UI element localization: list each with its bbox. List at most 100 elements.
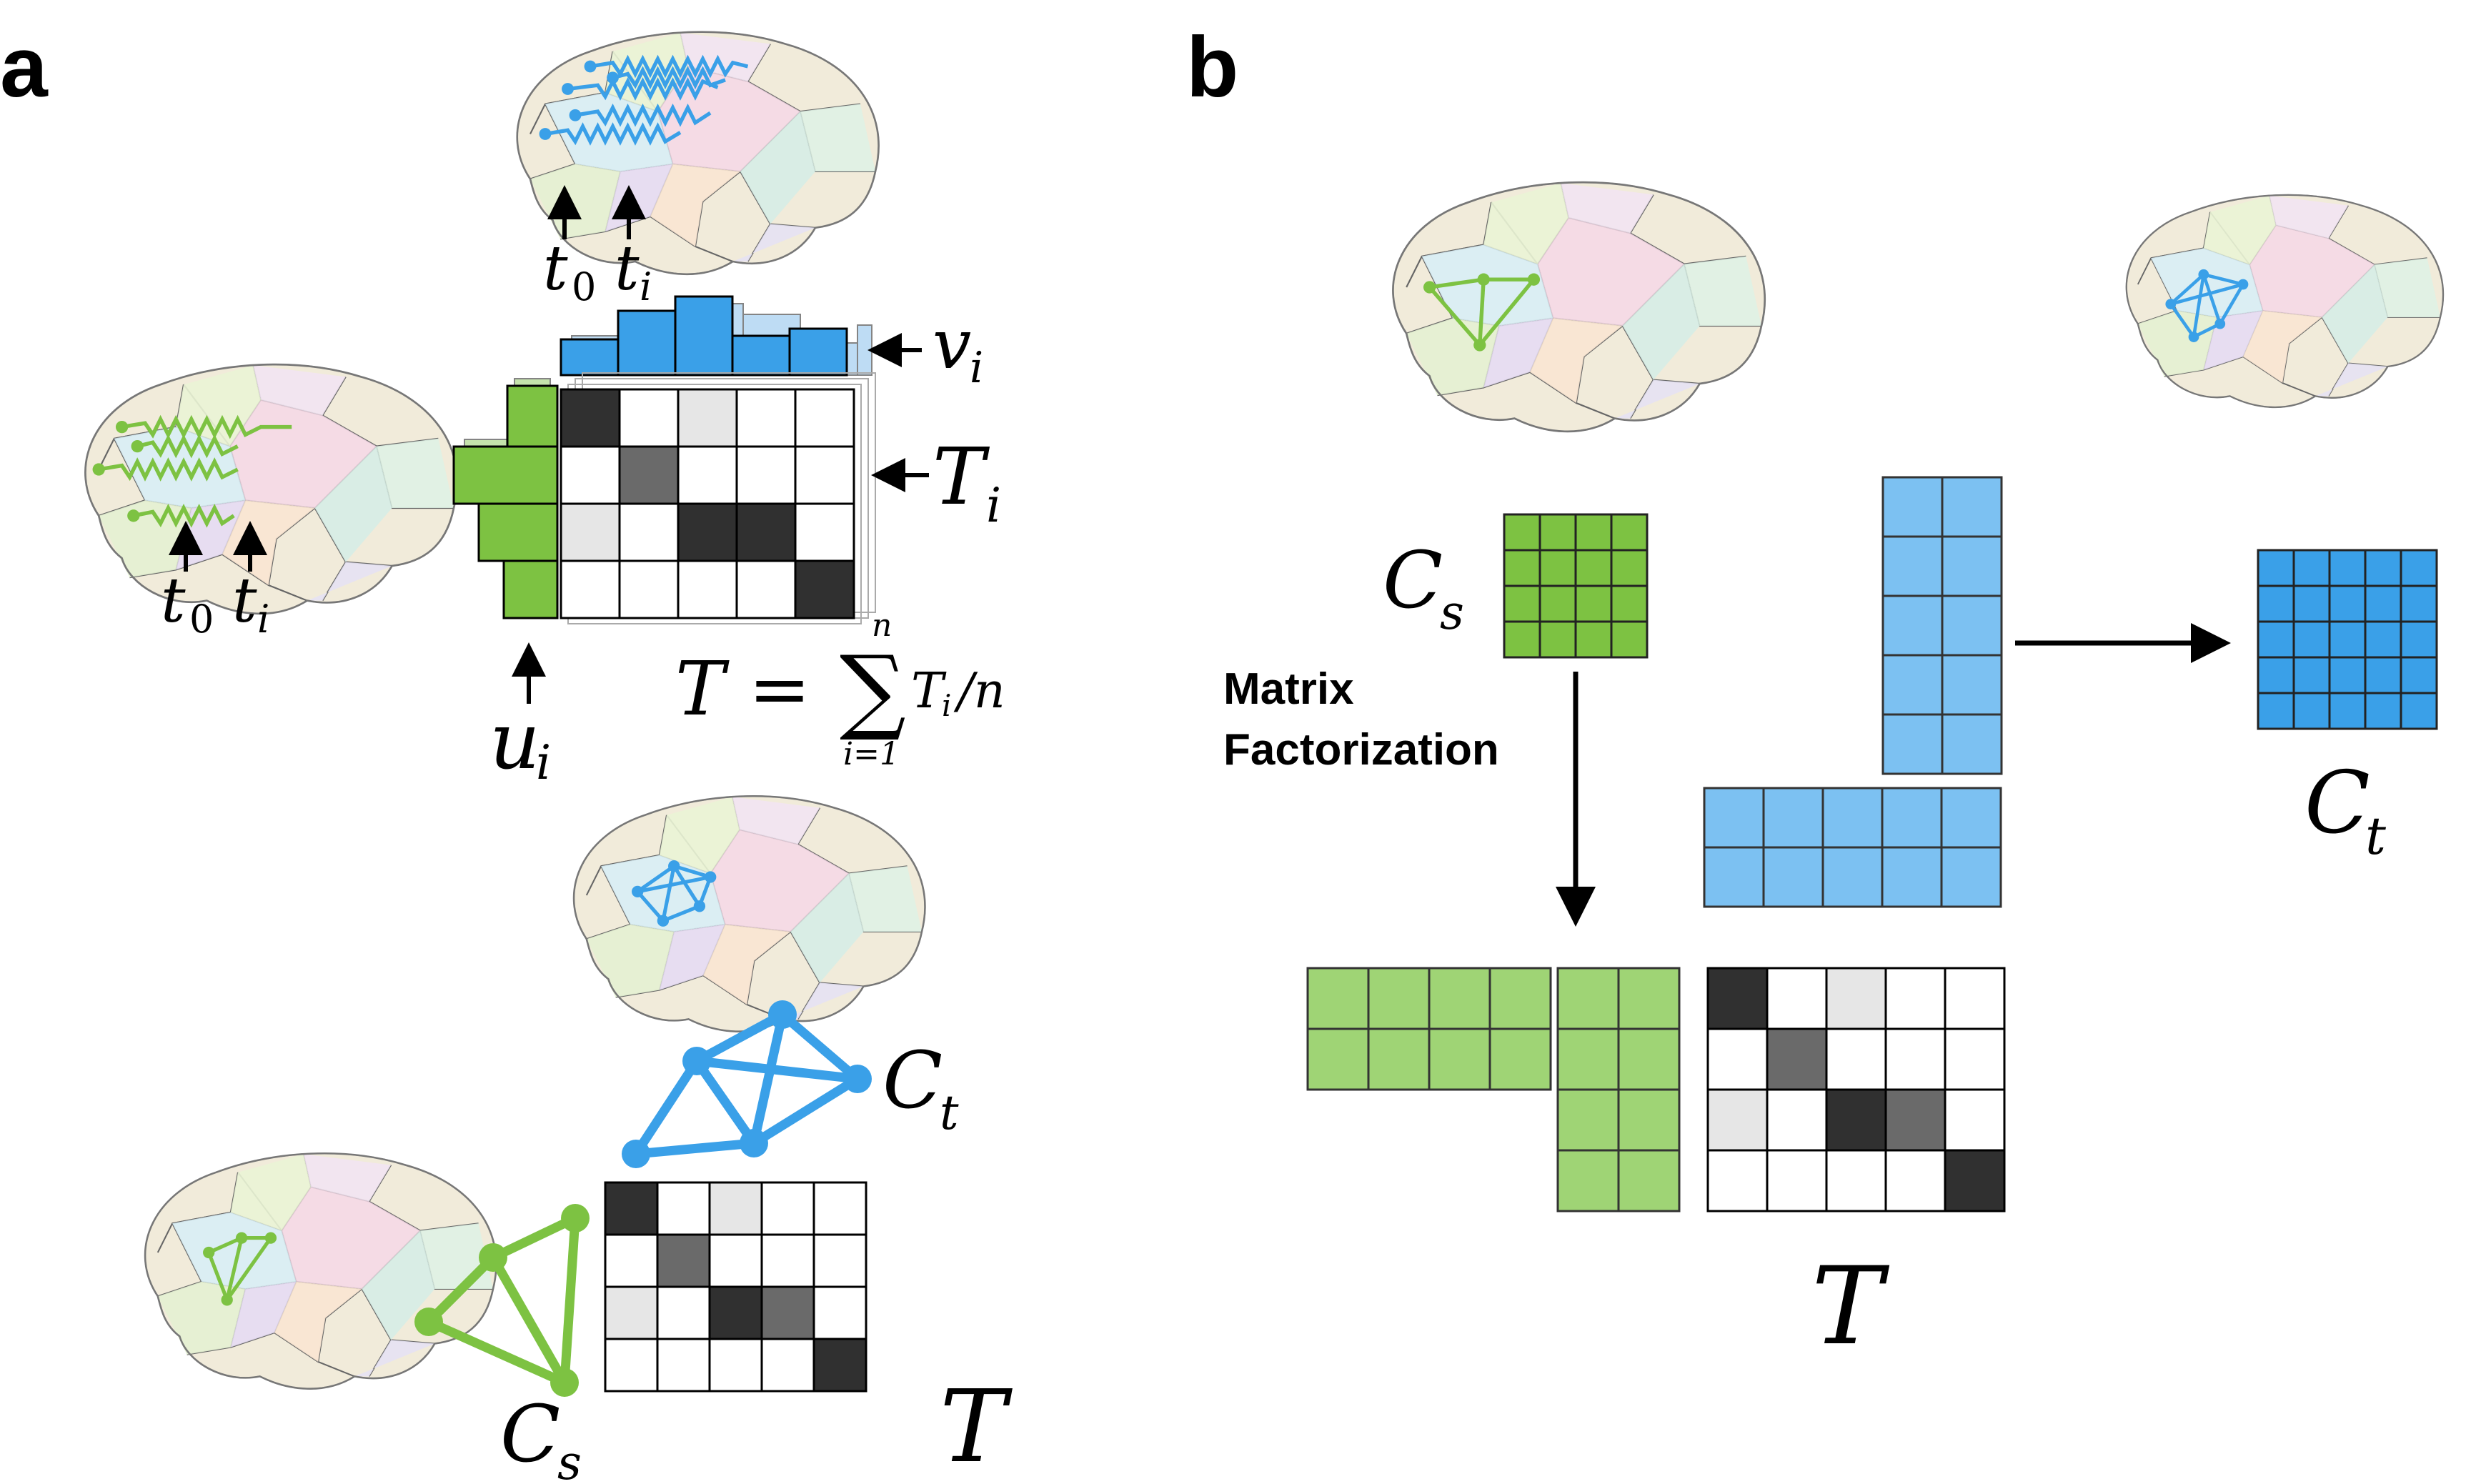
ti-matrix-cell [618, 388, 680, 448]
blue-tall-cell [1941, 654, 2003, 716]
ct-cell [2257, 584, 2295, 623]
ct-cell [2292, 549, 2331, 587]
label-ti-left: t [232, 565, 257, 637]
formula-top: n [872, 607, 892, 644]
blue-wide-cell [1881, 787, 1943, 849]
label-t0-left-sub: 0 [189, 597, 214, 642]
blue-tall-cell [1941, 594, 2003, 657]
t-matrix-b-cell [1766, 1149, 1828, 1212]
t-matrix-a-cell [708, 1181, 763, 1236]
blue-network-ct [632, 1010, 861, 1159]
blue-tall-cell [1941, 476, 2003, 538]
ct-cell [2364, 656, 2402, 694]
label-cs-b-sub: s [1440, 585, 1464, 640]
ct-cell [2400, 656, 2438, 694]
blue-wide-cell [1703, 846, 1765, 908]
ct-cell [2364, 584, 2402, 623]
t-matrix-b [1706, 967, 2006, 1212]
formula-rhs-sub: i [942, 688, 951, 723]
green-wide-cell [1488, 1027, 1552, 1091]
blue-wide-cell [1940, 787, 2002, 849]
t-matrix-b-cell [1884, 1088, 1946, 1152]
u-bar-2 [452, 445, 559, 505]
green-network-cs [425, 1214, 580, 1387]
v-bar-2 [617, 309, 677, 377]
t-matrix-a-cell [656, 1285, 711, 1340]
t-matrix-a-cell [760, 1285, 815, 1340]
t-matrix-b-cell [1884, 1027, 1946, 1091]
t-matrix-a-cell [656, 1233, 711, 1288]
t-matrix-a-cell [708, 1338, 763, 1393]
ct-cell [2400, 692, 2438, 730]
blue-tall-cell [1881, 713, 1944, 775]
label-ti-top-sub: i [640, 264, 652, 309]
label-ti-top: t [615, 233, 640, 304]
t-matrix-b-cell [1706, 967, 1769, 1030]
label-cs-b: C [1383, 534, 1443, 626]
blue-wide-cell [1821, 787, 1884, 849]
label-T-a: T [940, 1369, 1013, 1484]
t-matrix-b-cell [1706, 1088, 1769, 1152]
green-wide-cell [1488, 967, 1552, 1030]
t-matrix-b-cell [1825, 1088, 1887, 1152]
cs-cell [1538, 549, 1577, 587]
green-wide-cell [1428, 1027, 1491, 1091]
ct-cell [2328, 656, 2367, 694]
cs-cell [1538, 620, 1577, 659]
blue-wide-cell [1762, 846, 1824, 908]
ct-cell [2400, 584, 2438, 623]
formula-rhs-tail: /n [953, 663, 1005, 719]
green-tall-cell [1617, 1027, 1681, 1091]
t-matrix-a-cell [760, 1181, 815, 1236]
ct-matrix-b [2257, 549, 2438, 730]
label-cs-a-sub: s [557, 1435, 582, 1484]
cs-matrix-b [1503, 513, 1649, 659]
ct-cell [2328, 584, 2367, 623]
cs-cell [1503, 620, 1541, 659]
v-bar-1 [560, 338, 620, 377]
panel-label-a: a [0, 19, 49, 115]
label-u: u [489, 695, 540, 787]
ct-cell [2292, 692, 2331, 730]
t-matrix-b-cell [1706, 1149, 1769, 1212]
label-t0-left: t [161, 565, 186, 637]
t-matrix-b-cell [1944, 967, 2006, 1030]
cs-cell [1574, 513, 1613, 552]
t-matrix-a-cell [760, 1338, 815, 1393]
ti-matrix-cell [677, 445, 738, 505]
green-factor-wide [1306, 967, 1552, 1091]
t-matrix-a-cell [708, 1285, 763, 1340]
cs-cell [1610, 549, 1649, 587]
ct-cell [2257, 549, 2295, 587]
label-ct-a-sub: t [940, 1085, 959, 1140]
ct-cell [2292, 656, 2331, 694]
t-matrix-b-cell [1944, 1088, 2006, 1152]
green-tall-cell [1556, 967, 1620, 1030]
ti-matrix-cell [735, 445, 797, 505]
green-factor-tall [1556, 967, 1681, 1212]
v-bar-4 [731, 334, 791, 377]
cs-cell [1503, 513, 1541, 552]
brain-bottom-green-network [144, 1152, 497, 1390]
cs-cell [1610, 620, 1649, 659]
label-t0-top: t [543, 233, 568, 304]
ct-cell [2400, 620, 2438, 659]
t-matrix-b-cell [1706, 1027, 1769, 1091]
t-matrix-b-cell [1766, 967, 1828, 1030]
ct-cell [2257, 656, 2295, 694]
ct-cell [2292, 584, 2331, 623]
cs-cell [1538, 584, 1577, 623]
green-tall-cell [1556, 1088, 1620, 1152]
green-tall-cell [1556, 1027, 1620, 1091]
green-tall-cell [1617, 1088, 1681, 1152]
label-T-i: T [933, 431, 990, 522]
ct-cell [2292, 620, 2331, 659]
cs-cell [1574, 620, 1613, 659]
label-T-i-sub: i [986, 478, 1001, 533]
t-matrix-a-cell [812, 1181, 867, 1236]
label-v: v [933, 304, 971, 384]
green-tall-cell [1556, 1149, 1620, 1212]
ct-cell [2364, 620, 2402, 659]
label-ti-left-sub: i [257, 597, 269, 642]
green-tall-cell [1617, 1149, 1681, 1212]
